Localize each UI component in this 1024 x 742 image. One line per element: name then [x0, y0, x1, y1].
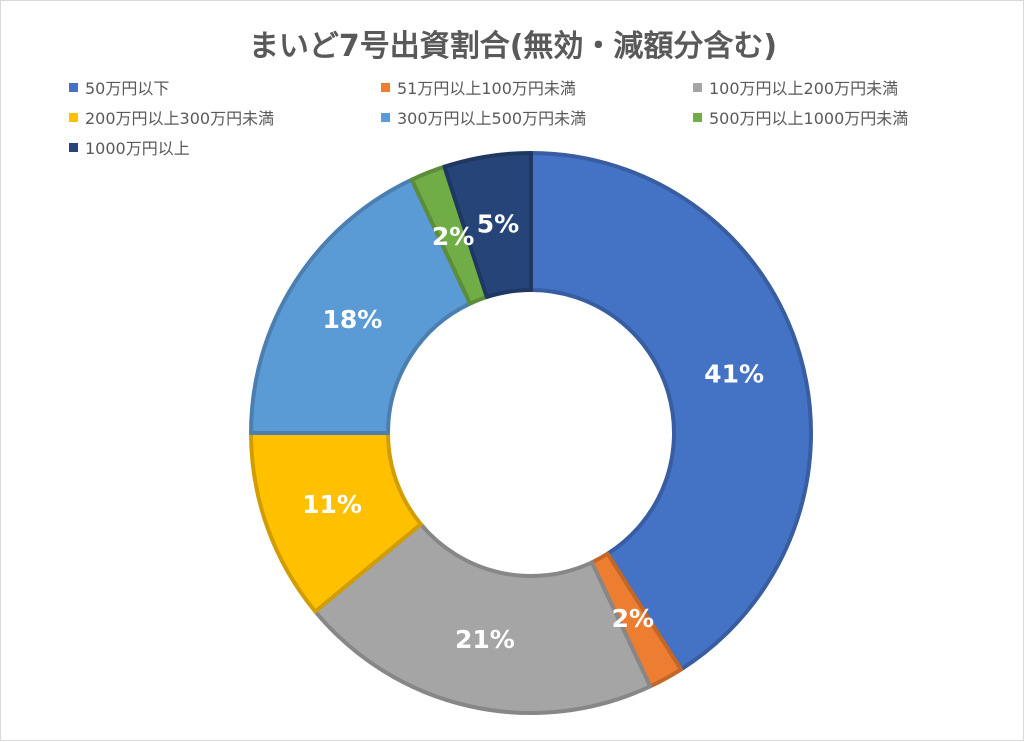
legend-label-2: 51万円以上100万円未満: [397, 79, 576, 98]
legend-swatch-2: [381, 82, 390, 92]
legend-swatch-5: [381, 112, 390, 122]
data-label-200-300: 11%: [302, 490, 362, 519]
chart-title: まいど7号出資割合(無効・減額分含む): [248, 29, 778, 64]
legend-label-5: 300万円以上500万円未満: [397, 109, 587, 128]
legend-item-3: 100万円以上200万円未満: [693, 75, 993, 99]
data-label-100-200: 21%: [455, 625, 515, 654]
legend-label-4: 200万円以上300万円未満: [85, 109, 275, 128]
legend-label-7: 1000万円以上: [85, 139, 190, 158]
legend-swatch-7: [69, 142, 78, 152]
slice-100-200: [313, 522, 653, 715]
donut-slices: [249, 151, 813, 715]
data-label-51-100: 2%: [612, 604, 654, 633]
legend-label-1: 50万円以下: [85, 79, 170, 98]
legend-item-6: 500万円以上1000万円未満: [693, 105, 993, 129]
legend-label-6: 500万円以上1000万円未満: [709, 109, 909, 128]
data-label-over-1000: 5%: [477, 210, 519, 239]
legend-label-3: 100万円以上200万円未満: [709, 79, 899, 98]
slice-300-500: [249, 177, 473, 435]
legend-swatch-4: [69, 112, 78, 122]
donut-data-labels: 41%2%21%11%18%2% 5%: [302, 210, 764, 654]
legend-item-1: 50万円以下: [69, 75, 381, 99]
legend-item-7: 1000万円以上: [69, 135, 381, 159]
data-label-500-1000: 2%: [432, 222, 474, 251]
legend-item-2: 51万円以上100万円未満: [381, 75, 693, 99]
slice-over-1000: [442, 151, 533, 299]
slice-under-50: [529, 151, 813, 672]
data-label-under-50: 41%: [704, 359, 764, 388]
legend-item-5: 300万円以上500万円未満: [381, 105, 693, 129]
legend: 50万円以下 51万円以上100万円未満 100万円以上200万円未満 200万…: [69, 75, 969, 159]
legend-item-4: 200万円以上300万円未満: [69, 105, 381, 129]
legend-swatch-6: [693, 112, 702, 122]
legend-swatch-3: [693, 82, 702, 92]
legend-swatch-1: [69, 82, 78, 92]
data-label-300-500: 18%: [323, 305, 383, 334]
